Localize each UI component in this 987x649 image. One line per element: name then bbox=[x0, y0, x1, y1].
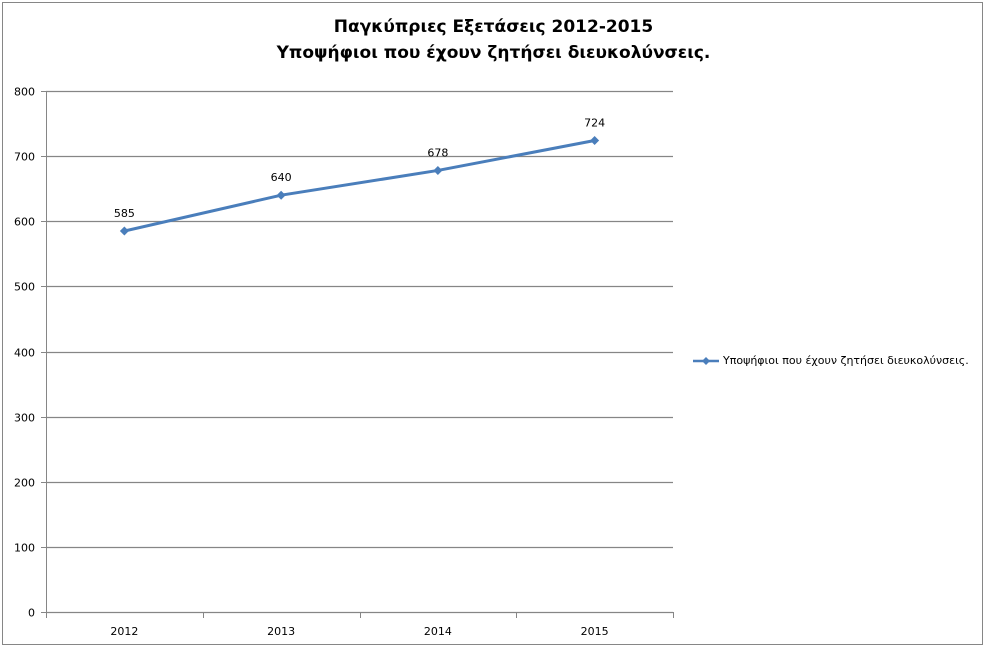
chart-title: Παγκύπριες Εξετάσεις 2012-2015 Υποψήφιοι… bbox=[0, 14, 987, 66]
chart-title-line-1: Παγκύπριες Εξετάσεις 2012-2015 bbox=[333, 17, 654, 37]
y-tick-label: 800 bbox=[14, 86, 35, 99]
x-tick-label: 2012 bbox=[110, 625, 138, 638]
y-tick-label: 600 bbox=[14, 216, 35, 229]
y-tick-label: 500 bbox=[14, 281, 35, 294]
data-label: 585 bbox=[114, 207, 135, 220]
chart-title-line-2: Υποψήφιοι που έχουν ζητήσει διευκολύνσει… bbox=[276, 43, 711, 63]
y-tick-label: 0 bbox=[28, 607, 35, 620]
legend-line-marker-icon bbox=[693, 356, 719, 365]
legend: Υποψήφιοι που έχουν ζητήσει διευκολύνσει… bbox=[692, 354, 969, 367]
data-label: 724 bbox=[584, 116, 605, 129]
y-tick-label: 700 bbox=[14, 151, 35, 164]
y-tick-label: 100 bbox=[14, 542, 35, 555]
y-tick-label: 300 bbox=[14, 412, 35, 425]
data-label: 678 bbox=[427, 146, 448, 159]
x-tick-label: 2015 bbox=[581, 625, 609, 638]
data-point-marker bbox=[276, 190, 286, 200]
data-label: 640 bbox=[271, 171, 292, 184]
series-line bbox=[124, 139, 595, 233]
legend-label: Υποψήφιοι που έχουν ζητήσει διευκολύνσει… bbox=[723, 354, 969, 367]
x-tick-label: 2013 bbox=[267, 625, 295, 638]
data-point-marker bbox=[433, 165, 443, 175]
x-tick-label: 2014 bbox=[424, 625, 452, 638]
y-tick-label: 200 bbox=[14, 477, 35, 490]
y-tick-label: 400 bbox=[14, 347, 35, 360]
data-point-marker bbox=[119, 226, 129, 236]
data-point-marker bbox=[590, 135, 600, 145]
